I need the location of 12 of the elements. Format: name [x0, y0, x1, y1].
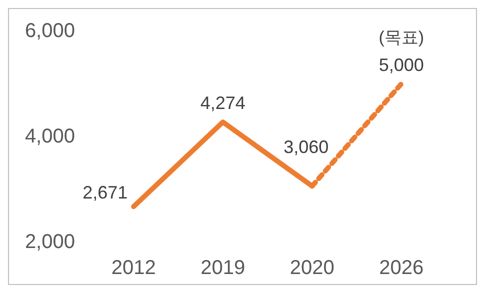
- data-label: 5,000: [378, 54, 424, 75]
- data-label: 2,671: [82, 182, 128, 203]
- y-tick-label: 6,000: [24, 20, 75, 42]
- x-tick-label: 2026: [379, 257, 424, 279]
- y-tick-label: 4,000: [24, 126, 75, 148]
- y-tick-label: 2,000: [24, 231, 75, 253]
- data-label: 3,060: [284, 137, 329, 158]
- annotation: (목표): [378, 28, 424, 47]
- x-tick-label: 2020: [290, 257, 334, 279]
- x-tick-label: 2019: [200, 257, 246, 279]
- x-tick-label: 2012: [111, 257, 156, 279]
- data-label: 4,274: [200, 93, 246, 114]
